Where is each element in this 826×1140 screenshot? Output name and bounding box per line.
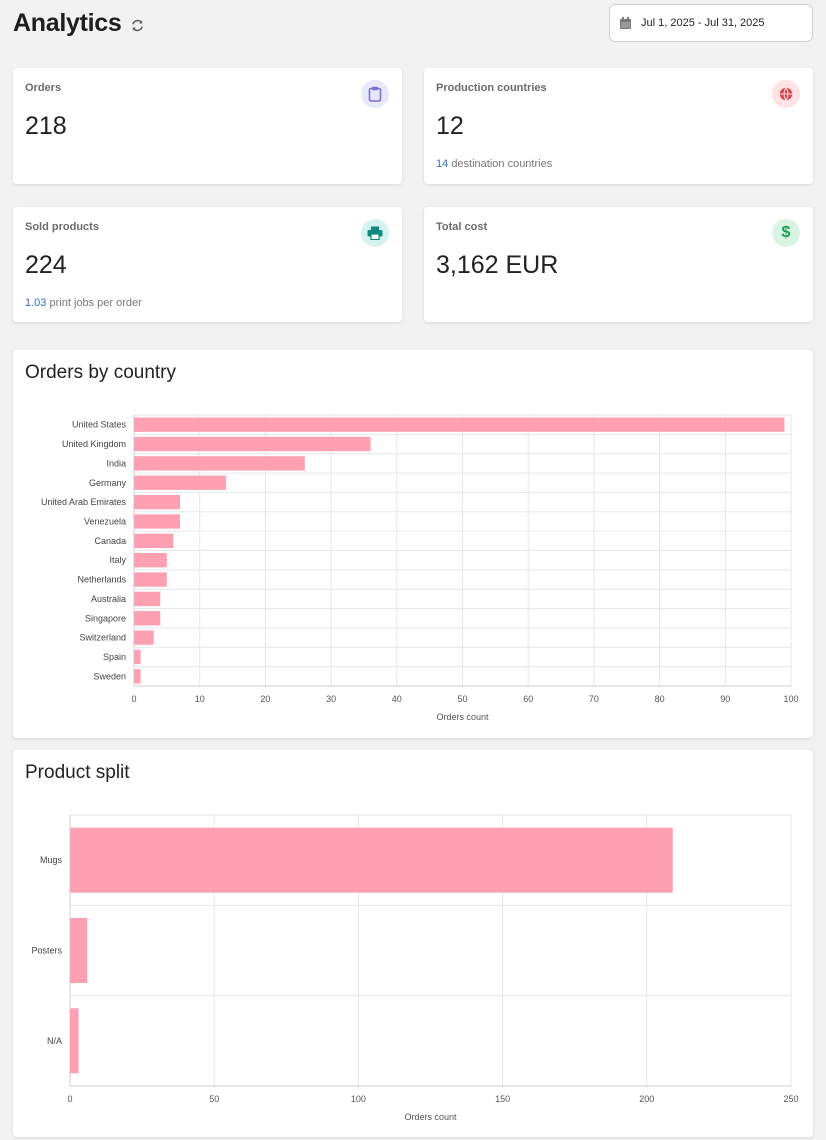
orders-value: 218 [25,112,67,140]
bar-netherlands [134,572,167,587]
bar-india [134,456,305,471]
sold-products-value: 224 [25,251,67,279]
bar-australia [134,591,161,607]
orders-label: Orders [25,82,62,94]
category-label: N/A [47,1036,62,1046]
category-label: Venezuela [84,516,126,526]
orders-by-country-title: Orders by country [25,362,176,383]
calendar-icon [620,17,631,29]
category-label: Australia [91,594,126,604]
category-label: Switzerland [79,633,126,643]
category-label: Posters [31,946,62,956]
sold-products-card: Sold products 224 1.03 print jobs per or… [13,207,402,322]
product-split-card: Product split 0 50 100 150 200 250 Mugs Posters… [13,750,813,1137]
print-jobs-label: print jobs per order [49,297,142,309]
production-countries-card: Production countries 12 14 destination c… [424,68,813,184]
destination-countries-count: 14 [436,158,449,170]
product-split-chart: 0 50 100 150 200 250 Mugs Posters N/A Orders coun… [31,814,799,1122]
category-label: India [106,458,126,468]
orders-by-country-chart: 0 10 20 30 40 50 60 70 80 90 100 United States Unite… [41,414,799,722]
x-tick-label: 80 [655,694,665,704]
x-tick-label: 150 [495,1094,510,1104]
orders-card: Orders 218 [13,68,402,184]
category-label: Singapore [85,613,126,623]
x-tick-label: 50 [209,1094,219,1104]
bar-mugs [70,827,673,893]
dollar-icon: $ [772,219,800,247]
bar-venezuela [134,514,180,529]
date-range-picker[interactable]: Jul 1, 2025 - Jul 31, 2025 [609,4,813,42]
x-tick-label: 100 [351,1094,366,1104]
x-tick-label: 0 [131,694,136,704]
x-tick-label: 0 [67,1094,72,1104]
x-axis-title: Orders count [436,712,489,722]
x-tick-label: 200 [639,1094,654,1104]
total-cost-label: Total cost [436,221,488,233]
bar-switzerland [134,630,154,645]
category-label: Netherlands [77,575,126,585]
x-tick-label: 250 [783,1094,798,1104]
category-label: Italy [109,555,126,565]
bar-canada [134,533,174,548]
bar-italy [134,553,167,568]
print-jobs-text: 1.03 print jobs per order [25,297,142,309]
bar-united-states [134,417,785,432]
destination-countries-label: destination countries [451,158,553,170]
category-label: Germany [89,478,127,488]
x-tick-label: 30 [326,694,336,704]
orders-by-country-card: Orders by country 0 10 20 30 40 50 60 70 80 90 100… [13,350,813,738]
bar-united-arab-emirates [134,494,180,510]
destination-countries-text: 14 destination countries [436,158,552,170]
category-label: United Arab Emirates [41,497,127,507]
bar-sweden [134,669,141,684]
production-countries-value: 12 [436,112,464,140]
x-tick-label: 90 [720,694,730,704]
bar-n-a [70,1008,79,1074]
x-tick-label: 100 [783,694,798,704]
category-label: Sweden [93,671,126,681]
globe-icon [772,80,800,108]
printer-icon [361,219,389,247]
bar-singapore [134,611,161,626]
x-tick-label: 20 [260,694,270,704]
category-label: United States [72,420,127,430]
x-tick-label: 70 [589,694,599,704]
bar-united-kingdom [134,436,371,452]
x-tick-label: 10 [195,694,205,704]
category-label: United Kingdom [62,439,126,449]
total-cost-card: Total cost 3,162 EUR $ [424,207,813,322]
bar-germany [134,475,226,490]
production-countries-label: Production countries [436,82,547,94]
refresh-icon[interactable] [131,19,144,32]
category-label: Mugs [40,855,63,865]
category-label: Spain [103,652,126,662]
x-axis-title: Orders count [404,1112,457,1122]
sold-products-label: Sold products [25,221,99,233]
clipboard-icon [361,80,389,108]
product-split-title: Product split [25,762,130,783]
x-tick-label: 40 [392,694,402,704]
print-jobs-per-order-value: 1.03 [25,297,47,309]
bar-posters [70,917,88,984]
date-range-label: Jul 1, 2025 - Jul 31, 2025 [641,17,765,29]
x-tick-label: 50 [457,694,467,704]
total-cost-value: 3,162 EUR [436,251,559,279]
page-title: Analytics [13,8,122,37]
bar-spain [134,649,141,665]
category-label: Canada [94,536,126,546]
x-tick-label: 60 [523,694,533,704]
page-header: Analytics [13,6,144,40]
